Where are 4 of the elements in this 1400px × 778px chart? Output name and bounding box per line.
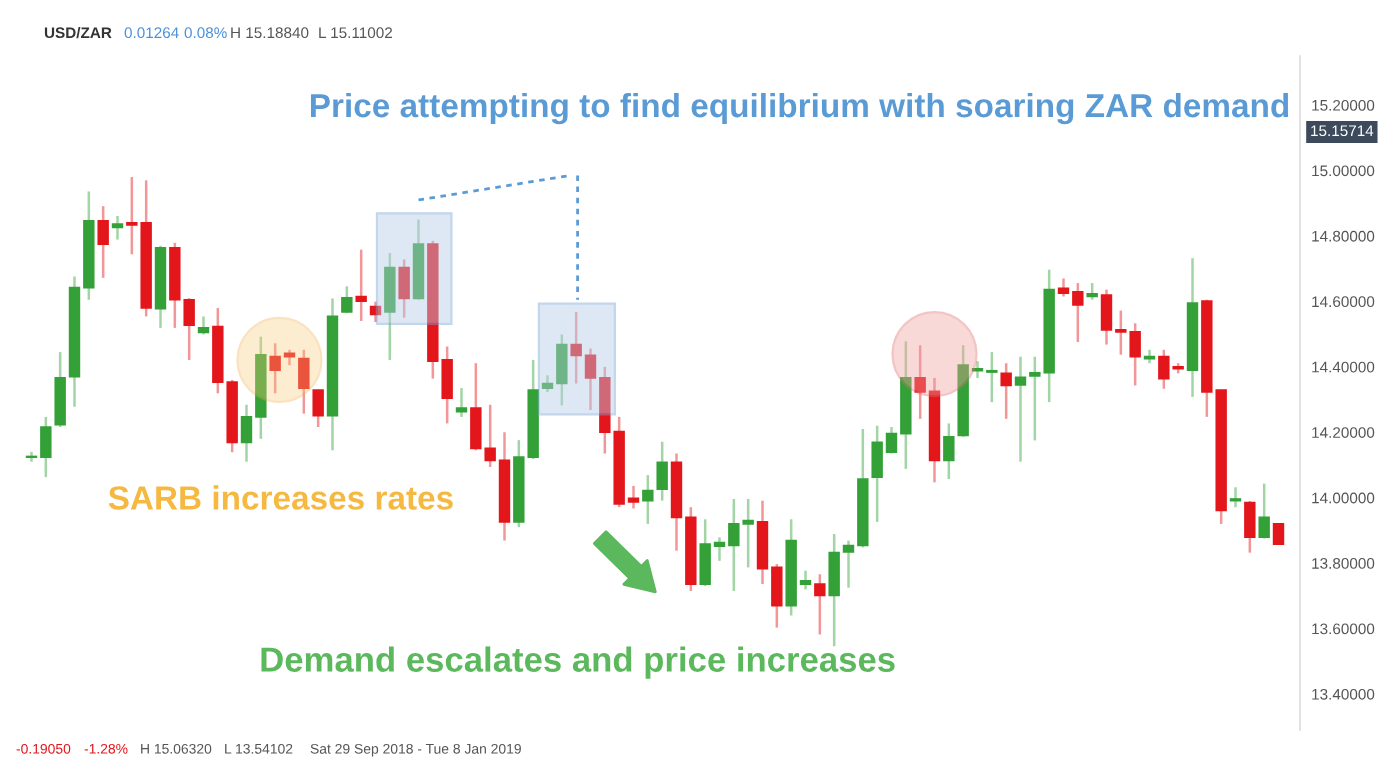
candlestick (1272, 523, 1285, 545)
annotation: SARB increases rates (108, 485, 453, 510)
annotation: Demand escalates and price increases (261, 646, 895, 679)
annotation: Price attempting to find equilibrium with soaring ZAR demand (310, 92, 1289, 125)
